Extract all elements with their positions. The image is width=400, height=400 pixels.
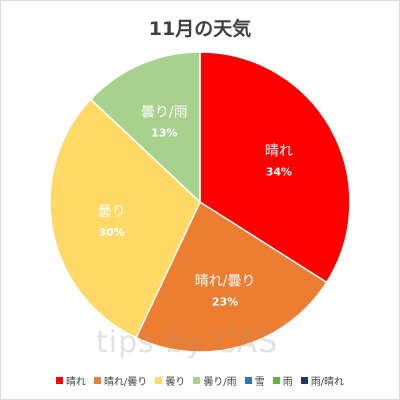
legend-label-2: 曇り	[165, 377, 186, 388]
legend-swatch-4	[244, 377, 252, 384]
pie-slice-3	[89, 51, 201, 204]
legend-item-1: 晴れ/曇り	[93, 373, 148, 388]
legend-item-4: 雪	[244, 373, 265, 388]
slice-label-3: 曇り/雨	[141, 104, 188, 120]
watermark: tips by CAS	[96, 325, 279, 360]
legend-item-6: 雨/晴れ	[300, 373, 345, 388]
slice-value-3: 13%	[151, 126, 177, 139]
legend-swatch-2	[155, 377, 163, 384]
slice-value-0: 34%	[266, 166, 292, 179]
legend-label-0: 晴れ	[65, 377, 86, 388]
legend-label-6: 雨/晴れ	[310, 377, 345, 388]
pie-slice-1	[135, 200, 328, 353]
slice-value-1: 23%	[212, 295, 238, 308]
legend-swatch-5	[272, 377, 280, 384]
legend: 晴れ 晴れ/曇り 曇り 曇り/雨 雪 雨 雨/晴れ	[0, 373, 400, 388]
legend-swatch-3	[193, 377, 201, 384]
chart-title: 11月の天気	[148, 18, 252, 40]
slice-value-2: 30%	[98, 226, 124, 239]
legend-label-4: 雪	[254, 377, 265, 388]
legend-item-3: 曇り/雨	[193, 373, 237, 388]
legend-item-0: 晴れ	[55, 373, 86, 388]
pie-slice-2	[49, 98, 201, 339]
pie-slice-0	[199, 51, 351, 284]
legend-swatch-6	[300, 377, 308, 384]
legend-label-5: 雨	[282, 377, 293, 388]
legend-item-5: 雨	[272, 373, 293, 388]
slice-label-1: 晴れ/曇り	[195, 273, 256, 289]
legend-label-3: 曇り/雨	[203, 377, 237, 388]
legend-swatch-0	[55, 377, 63, 384]
slice-label-0: 晴れ	[265, 144, 293, 160]
legend-label-1: 晴れ/曇り	[103, 377, 148, 388]
slice-label-2: 曇り	[98, 204, 126, 220]
legend-item-2: 曇り	[155, 373, 185, 388]
legend-swatch-1	[93, 377, 101, 384]
